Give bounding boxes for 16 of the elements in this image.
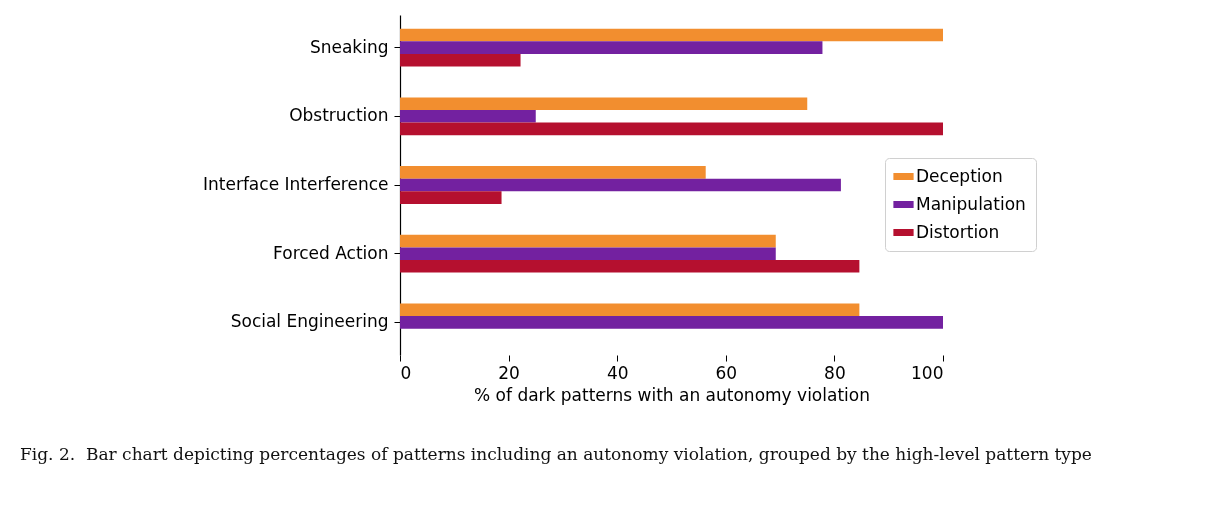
x-tick-label: 60 bbox=[715, 362, 738, 383]
x-tick-label: 40 bbox=[606, 362, 629, 383]
y-tick-label: Obstruction bbox=[289, 105, 389, 126]
y-tick-label: Social Engineering bbox=[230, 311, 389, 332]
y-tick-label: Sneaking bbox=[309, 36, 389, 57]
legend-label: Distortion bbox=[916, 221, 1000, 242]
legend-label: Deception bbox=[916, 165, 1003, 186]
x-axis-title: % of dark patterns with an autonomy violation bbox=[474, 384, 870, 405]
legend-label: Manipulation bbox=[916, 193, 1026, 214]
x-tick-label: 0 bbox=[400, 362, 412, 383]
caption: Fig. 2. Bar chart depicting percentages of patterns including an autonomy violation, grouped by the high-level pattern type bbox=[20, 444, 1092, 464]
x-tick-label: 80 bbox=[824, 362, 846, 383]
y-tick-label: Interface Interference bbox=[202, 174, 389, 194]
y-tick-label: Forced Action bbox=[273, 242, 389, 263]
x-tick-label: 100 bbox=[911, 362, 944, 383]
x-tick-label: 20 bbox=[498, 362, 520, 383]
